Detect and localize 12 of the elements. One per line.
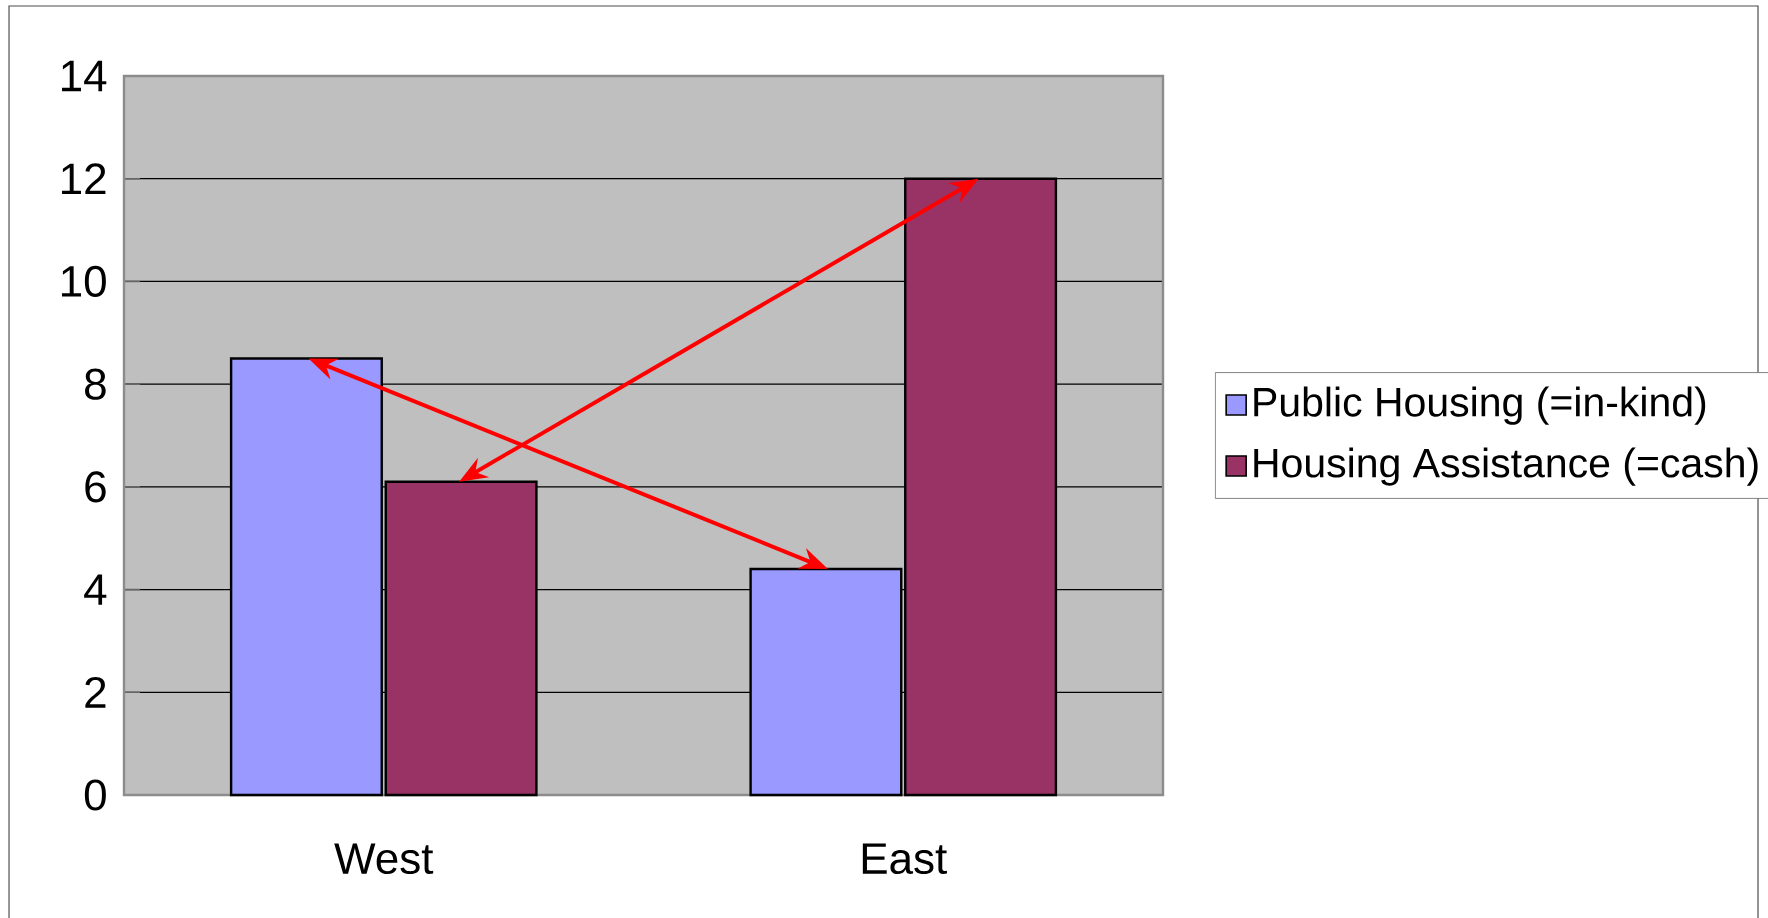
y-tick-label: 6 (85, 471, 106, 503)
y-tick-label: 4 (84, 574, 107, 605)
y-tick-label: 10 (62, 265, 106, 298)
x-tick-label: West (334, 843, 434, 875)
y-tick-label: 8 (85, 368, 106, 400)
legend-label: Public Housing (=in-kind) (1254, 386, 1706, 425)
x-tick-label: East (862, 843, 947, 875)
y-tick-label: 14 (62, 60, 107, 92)
y-tick-label: 2 (85, 676, 106, 708)
y-tick-label: 0 (84, 779, 106, 811)
legend-label: Housing Assistance (=cash) (1254, 447, 1758, 486)
y-tick-label: 12 (62, 163, 106, 195)
